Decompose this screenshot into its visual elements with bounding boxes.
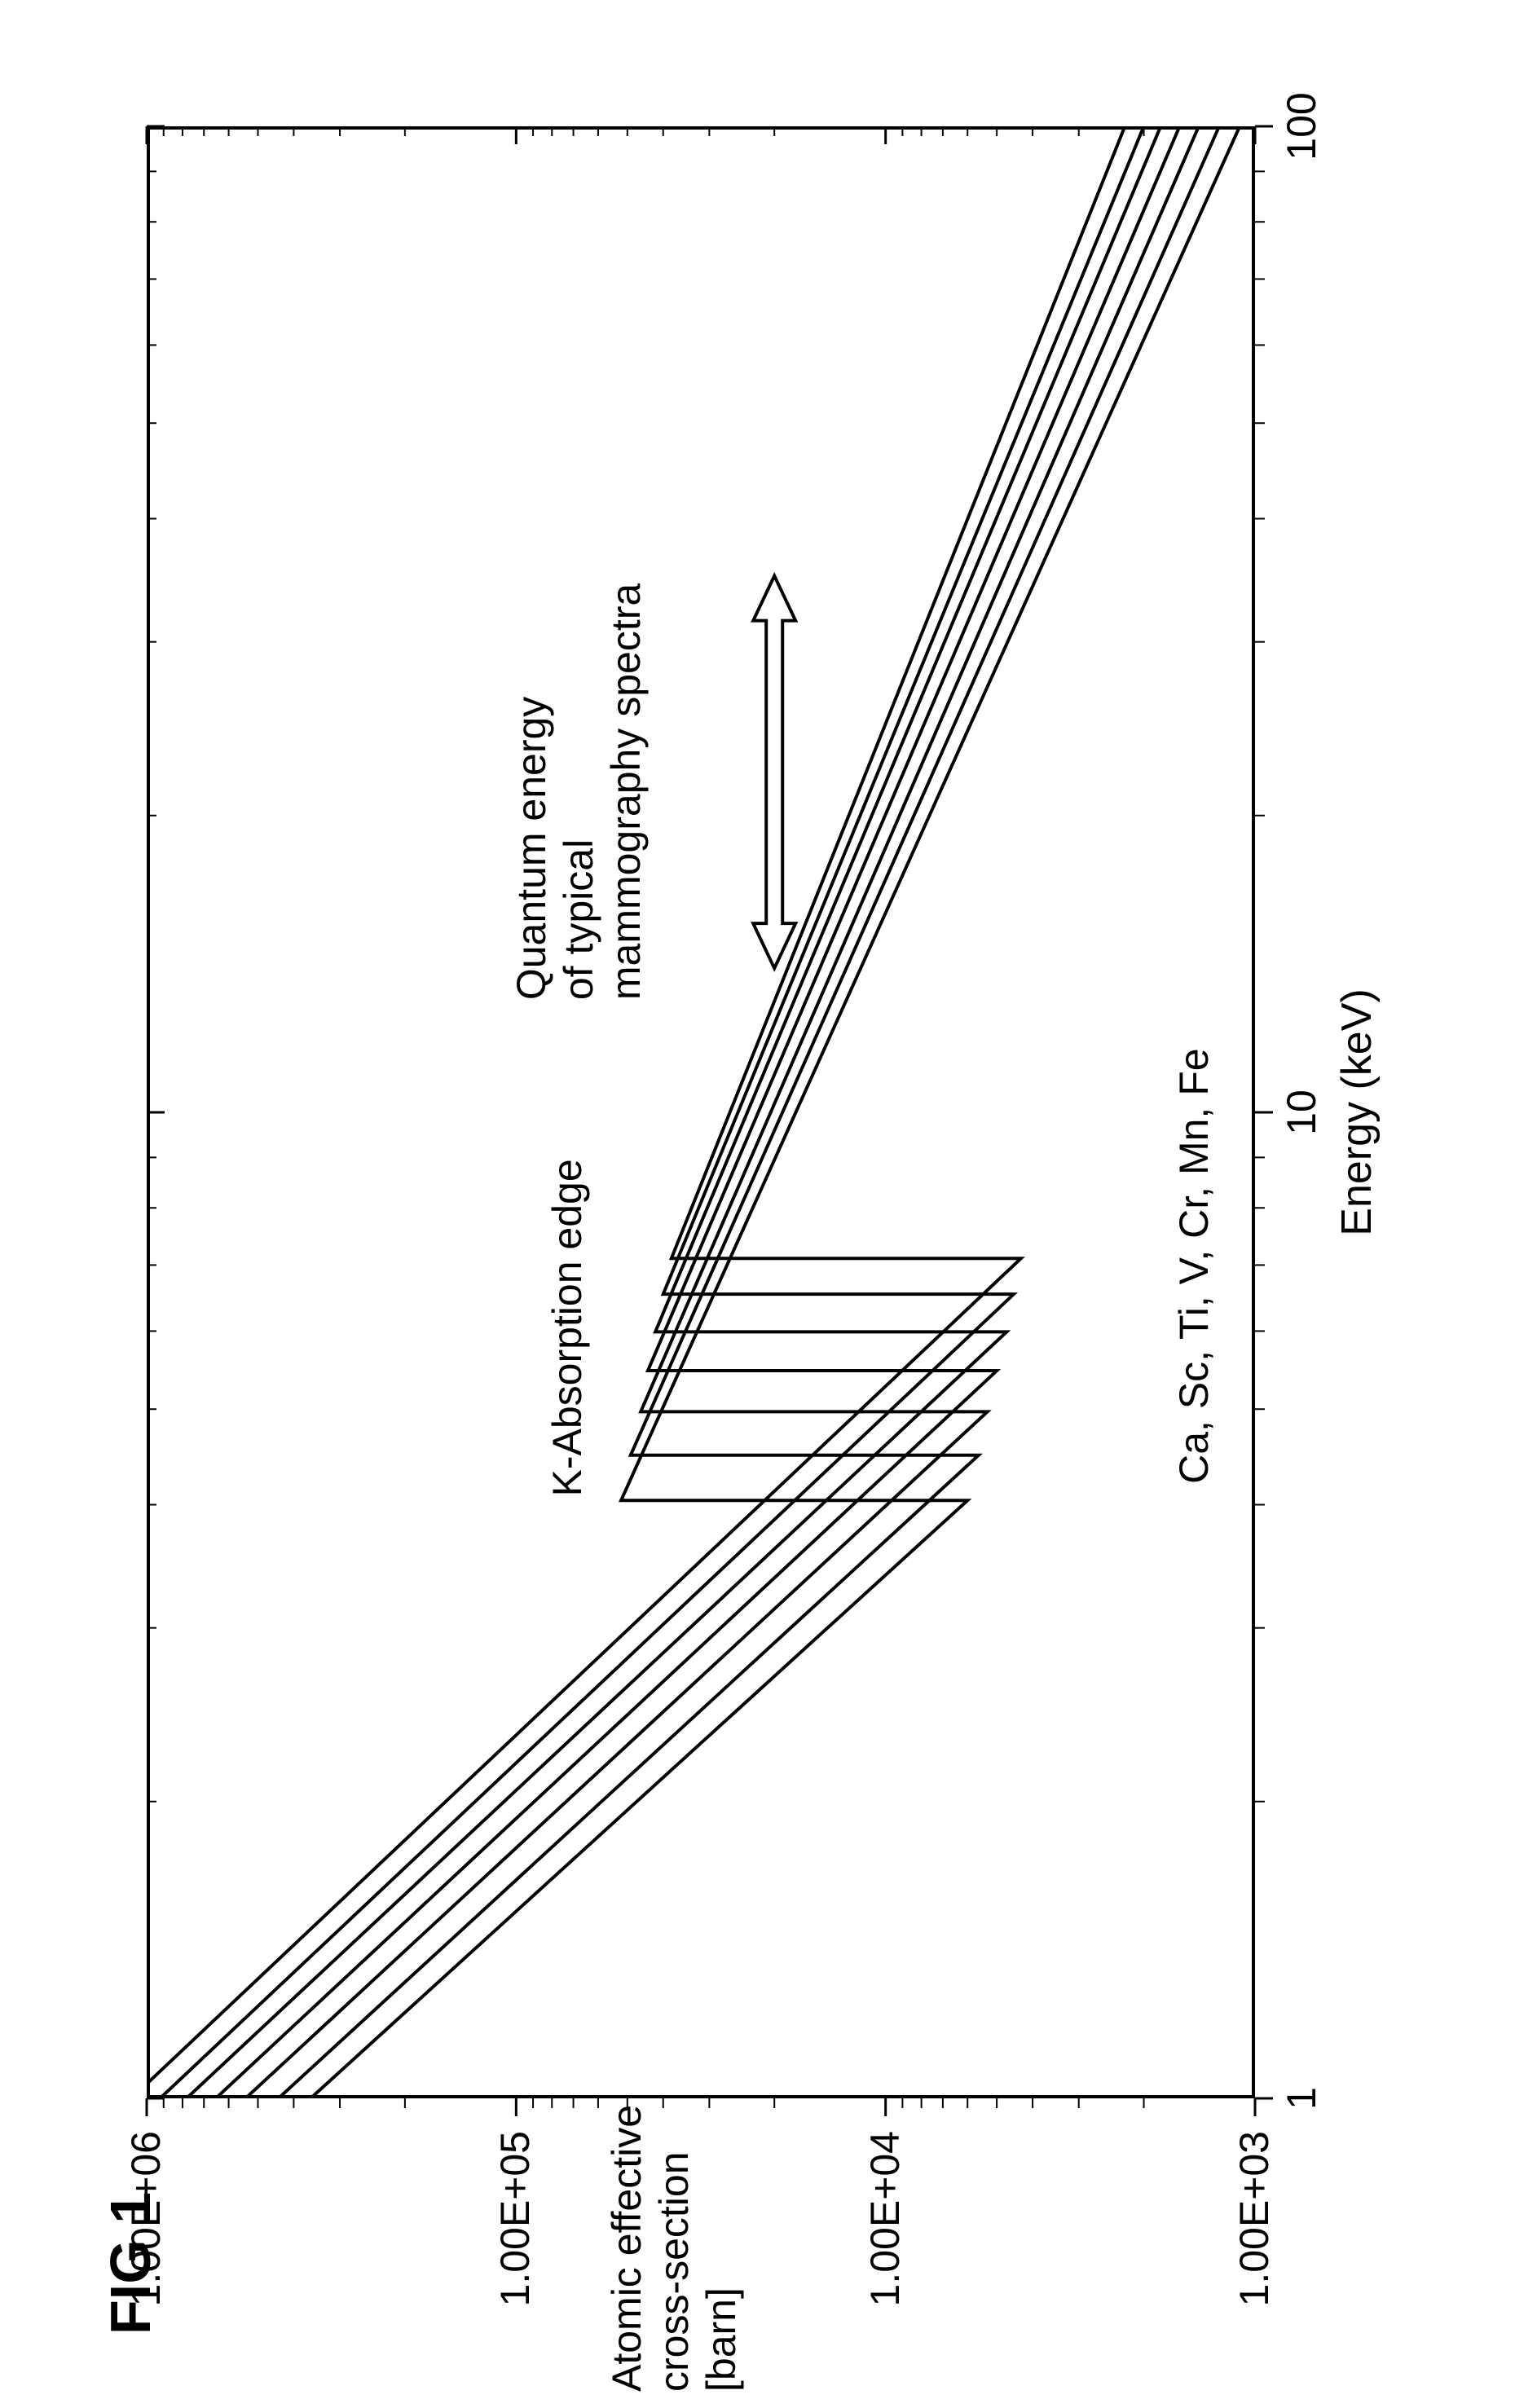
annotation-spectrum: Quantum energy of typical mammography sp…: [508, 583, 650, 1000]
y-tick-label: 1.00E+06: [122, 2131, 170, 2375]
annotation-elements: Ca, Sc, Ti, V, Cr, Mn, Fe: [1170, 1048, 1218, 1483]
y-tick-label: 1.00E+04: [861, 2131, 909, 2375]
y-tick-label: 1.00E+03: [1231, 2131, 1278, 2375]
series-Cr: [187, 126, 1160, 2098]
y-tick-label: 1.00E+05: [491, 2131, 539, 2375]
series-Fe: [131, 126, 1125, 2098]
annotation-k-edge: K-Absorption edge: [544, 1159, 591, 1496]
series-Mn: [160, 126, 1143, 2098]
plot-area: 1101001.00E+031.00E+041.00E+051.00E+06En…: [147, 126, 1255, 2098]
x-axis-label: Energy (keV): [1332, 909, 1381, 1316]
plot-svg: [147, 126, 1255, 2098]
x-tick-label: 10: [1278, 1047, 1325, 1178]
series-Ca: [310, 126, 1240, 2098]
x-tick-label: 1: [1278, 2033, 1325, 2164]
y-axis-label: Atomic effective cross-section [barn]: [603, 2098, 745, 2392]
series-Ti: [245, 126, 1199, 2098]
spectrum-range-arrow: [753, 576, 795, 969]
x-tick-label: 100: [1278, 61, 1325, 191]
